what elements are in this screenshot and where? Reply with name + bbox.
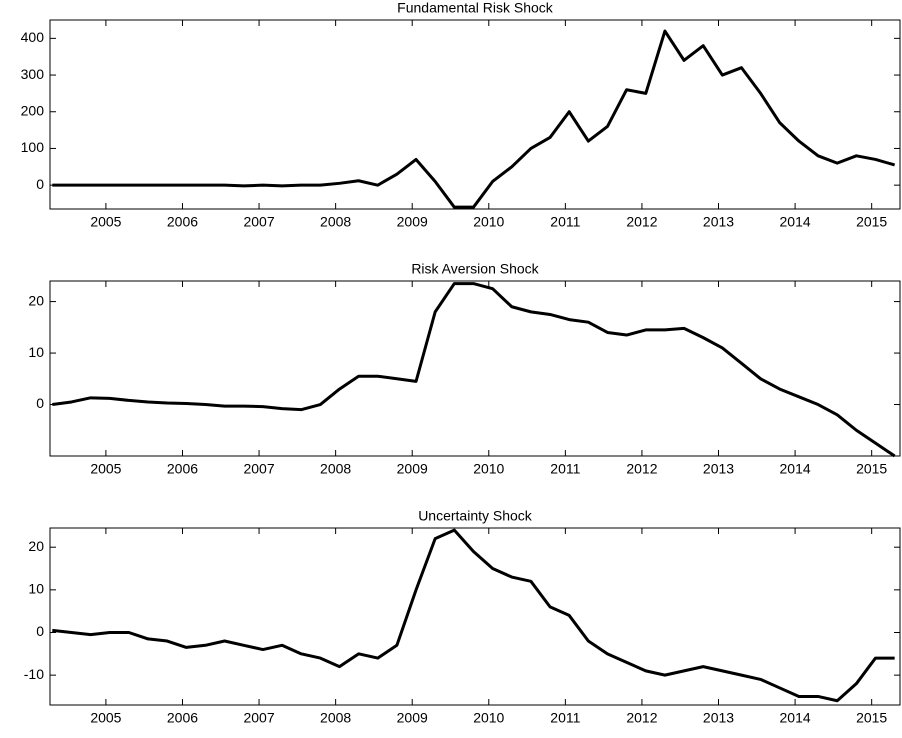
x-tick-label: 2009 (397, 461, 428, 477)
x-tick-label: 2008 (320, 461, 351, 477)
x-tick-label: 2007 (243, 710, 274, 726)
x-tick-label: 2012 (626, 710, 657, 726)
axes-box (49, 280, 901, 457)
chart-title: Fundamental Risk Shock (397, 0, 554, 16)
x-tick-label: 2007 (243, 214, 274, 230)
x-tick-label: 2010 (473, 461, 504, 477)
y-tick-label: 20 (28, 538, 44, 554)
x-tick-label: 2009 (397, 710, 428, 726)
x-tick-label: 2014 (780, 214, 811, 230)
line-series (52, 282, 896, 458)
x-tick-label: 2005 (90, 461, 121, 477)
x-tick-label: 2013 (703, 710, 734, 726)
x-tick-label: 2006 (167, 710, 198, 726)
x-tick-label: 2012 (626, 461, 657, 477)
x-tick-label: 2015 (856, 710, 887, 726)
x-tick-label: 2011 (550, 710, 580, 726)
y-tick-label: 10 (28, 581, 44, 597)
x-tick-label: 2006 (167, 214, 198, 230)
x-tick-label: 2010 (473, 214, 504, 230)
axes-box (49, 527, 901, 706)
x-tick-label: 2005 (90, 710, 121, 726)
x-tick-label: 2007 (243, 461, 274, 477)
y-tick-label: 200 (21, 102, 45, 118)
x-tick-label: 2015 (856, 461, 887, 477)
x-tick-label: 2014 (780, 461, 811, 477)
line-series (52, 528, 895, 703)
x-tick-label: 2009 (397, 214, 428, 230)
y-tick-label: 0 (36, 623, 44, 639)
line-series (52, 29, 896, 209)
y-tick-label: 300 (21, 66, 45, 82)
y-tick-label: 0 (36, 176, 44, 192)
x-tick-label: 2012 (626, 214, 657, 230)
x-tick-label: 2015 (856, 214, 887, 230)
x-tick-label: 2005 (90, 214, 121, 230)
chart-title: Uncertainty Shock (418, 508, 533, 524)
x-tick-label: 2008 (320, 214, 351, 230)
x-tick-label: 2008 (320, 710, 351, 726)
x-tick-label: 2011 (550, 461, 580, 477)
x-tick-label: 2010 (473, 710, 504, 726)
y-tick-label: 0 (36, 395, 44, 411)
x-tick-label: 2011 (550, 214, 580, 230)
y-tick-label: -10 (24, 666, 44, 682)
x-tick-label: 2013 (703, 214, 734, 230)
axes-box (49, 19, 901, 210)
x-tick-label: 2014 (780, 710, 811, 726)
y-tick-label: 10 (28, 344, 44, 360)
y-tick-label: 100 (21, 139, 45, 155)
chart-title: Risk Aversion Shock (411, 261, 539, 277)
x-tick-label: 2013 (703, 461, 734, 477)
y-tick-label: 400 (21, 29, 45, 45)
y-tick-label: 20 (28, 292, 44, 308)
x-tick-label: 2006 (167, 461, 198, 477)
